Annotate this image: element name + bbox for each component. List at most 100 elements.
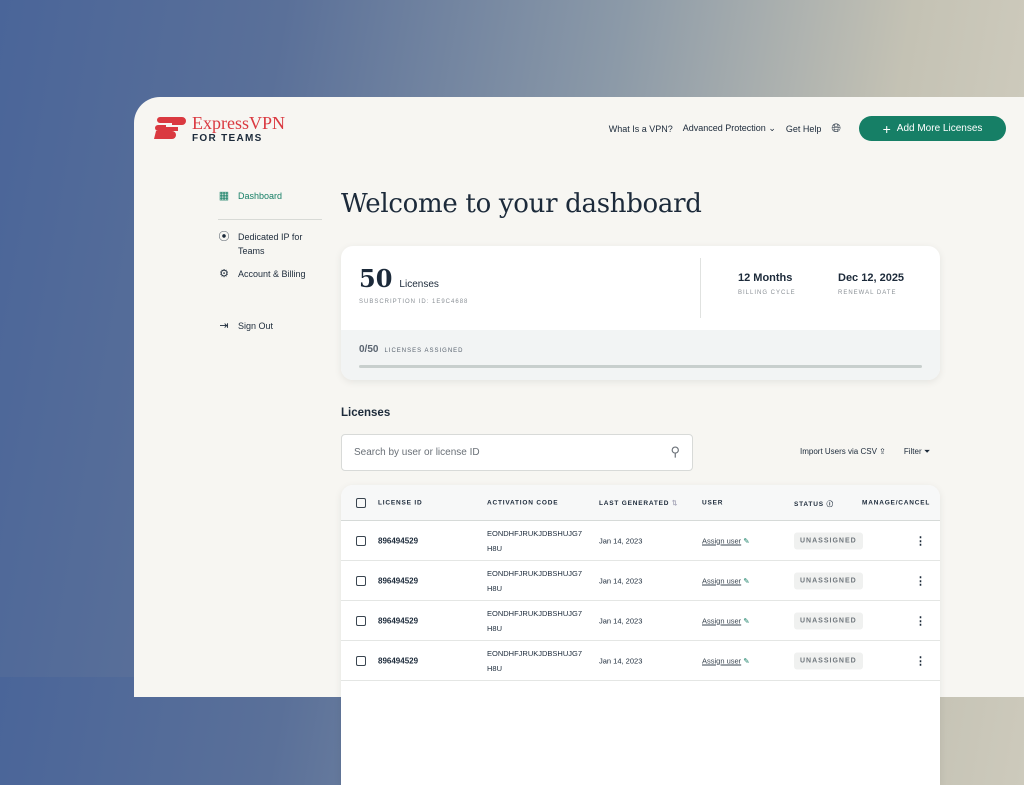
sidebar-item-dashboard[interactable]: ▦ Dashboard	[218, 189, 322, 203]
license-count: 50	[359, 264, 393, 293]
code-line: H8U	[487, 623, 503, 633]
search-placeholder: Search by user or license ID	[354, 447, 480, 458]
assign-user-link[interactable]: Assign user ✎	[702, 536, 750, 545]
divider	[218, 219, 322, 220]
assign-user-link[interactable]: Assign user ✎	[702, 656, 750, 665]
licenses-assigned-section: 0/50 LICENSES ASSIGNED	[341, 330, 940, 380]
table-row: 896494529 EONDHFJRUKJDBSHUJG7 H8U Jan 14,…	[341, 601, 940, 641]
status-badge: UNASSIGNED	[794, 572, 863, 589]
billing-cycle-value: 12 Months	[738, 272, 793, 284]
code-line: EONDHFJRUKJDBSHUJG7	[487, 568, 583, 578]
nav-get-help[interactable]: Get Help	[785, 123, 822, 134]
add-more-licenses-button[interactable]: + Add More Licenses	[859, 116, 1006, 141]
col-last-generated[interactable]: LAST GENERATED ⇅	[599, 499, 678, 507]
col-user: USER	[702, 499, 724, 506]
import-csv-button[interactable]: Import Users via CSV ⇪	[800, 447, 886, 457]
location-pin-icon: ⦿	[218, 231, 230, 243]
code-line: H8U	[487, 543, 503, 553]
licenses-heading: Licenses	[341, 407, 391, 419]
nav-what-is-vpn[interactable]: What Is a VPN?	[608, 123, 673, 134]
renewal-date-label: RENEWAL DATE	[838, 290, 897, 296]
col-manage-cancel: MANAGE/CANCEL	[862, 499, 931, 506]
more-options-icon[interactable]: ⋮	[915, 615, 926, 627]
page-title: Welcome to your dashboard	[341, 189, 702, 219]
assigned-label: LICENSES ASSIGNED	[384, 348, 464, 354]
brand-sub: FOR TEAMS	[192, 133, 263, 144]
search-icon: ⚲	[670, 444, 680, 459]
license-id: 896494529	[378, 616, 419, 625]
row-checkbox[interactable]	[356, 615, 366, 626]
row-checkbox[interactable]	[356, 655, 366, 666]
table-row: 896494529 EONDHFJRUKJDBSHUJG7 H8U Jan 14,…	[341, 641, 940, 681]
sidebar-item-account-billing[interactable]: ⚙ Account & Billing	[218, 267, 322, 281]
search-input[interactable]: Search by user or license ID ⚲	[341, 434, 693, 471]
col-status: STATUS ⓘ	[794, 498, 834, 508]
license-id: 896494529	[378, 536, 419, 545]
last-generated: Jan 14, 2023	[599, 616, 643, 625]
assign-user-label: Assign user	[702, 616, 742, 625]
table-row: 896494529 EONDHFJRUKJDBSHUJG7 H8U Jan 14,…	[341, 561, 940, 601]
more-options-icon[interactable]: ⋮	[915, 575, 926, 587]
last-generated: Jan 14, 2023	[599, 536, 643, 545]
activation-code: EONDHFJRUKJDBSHUJG7 H8U	[487, 606, 582, 636]
col-activation-code: ACTIVATION CODE	[487, 499, 559, 506]
status-badge: UNASSIGNED	[794, 532, 863, 549]
plus-icon: +	[882, 120, 891, 137]
filter-icon: ⏷	[923, 447, 931, 456]
sidebar: ▦ Dashboard ⦿ Dedicated IP for Teams ⚙ Acco…	[218, 189, 322, 333]
chevron-down-icon: ⌄	[768, 123, 776, 133]
upload-icon: ⇪	[879, 447, 886, 456]
globe-icon[interactable]: 🌐︎	[831, 121, 841, 135]
assign-user-label: Assign user	[702, 576, 742, 585]
sort-icon: ⇅	[671, 499, 679, 507]
button-label: Add More Licenses	[896, 123, 983, 134]
sidebar-item-dedicated-ip[interactable]: ⦿ Dedicated IP for Teams	[218, 230, 322, 258]
status-badge: UNASSIGNED	[794, 612, 863, 629]
license-count-label: Licenses	[399, 279, 439, 290]
activation-code: EONDHFJRUKJDBSHUJG7 H8U	[487, 566, 582, 596]
filter-button[interactable]: Filter ⏷	[904, 447, 930, 457]
sidebar-label: Account & Billing	[238, 269, 306, 279]
info-icon[interactable]: ⓘ	[826, 500, 834, 508]
status-badge: UNASSIGNED	[794, 652, 863, 669]
row-checkbox[interactable]	[356, 535, 366, 546]
divider	[700, 258, 701, 318]
col-label: STATUS	[794, 500, 824, 508]
import-label: Import Users via CSV	[800, 447, 877, 456]
activation-code: EONDHFJRUKJDBSHUJG7 H8U	[487, 526, 582, 556]
assigned-count: 0/50	[359, 344, 379, 355]
assign-user-link[interactable]: Assign user ✎	[702, 576, 750, 585]
row-checkbox[interactable]	[356, 575, 366, 586]
edit-icon: ✎	[743, 536, 750, 545]
more-options-icon[interactable]: ⋮	[915, 535, 926, 547]
billing-cycle-label: BILLING CYCLE	[738, 290, 796, 296]
code-line: H8U	[487, 583, 503, 593]
nav-advanced-protection[interactable]: Advanced Protection ⌄	[683, 123, 776, 134]
grid-icon: ▦	[218, 190, 230, 202]
more-options-icon[interactable]: ⋮	[915, 655, 926, 667]
assigned-progress-bar	[359, 365, 922, 368]
logo[interactable]: ExpressVPN FOR TEAMS	[152, 113, 285, 144]
sidebar-label: Sign Out	[238, 321, 274, 331]
select-all-checkbox[interactable]	[356, 497, 366, 508]
col-label: LAST GENERATED	[599, 499, 670, 507]
edit-icon: ✎	[743, 616, 750, 625]
code-line: EONDHFJRUKJDBSHUJG7	[487, 608, 583, 618]
sidebar-label: Dedicated IP for Teams	[238, 232, 303, 256]
table-header: LICENSE ID ACTIVATION CODE LAST GENERATE…	[341, 485, 940, 521]
table-tools: Import Users via CSV ⇪ Filter ⏷	[800, 447, 930, 457]
renewal-date-value: Dec 12, 2025	[838, 272, 905, 284]
brand-name: ExpressVPN	[192, 113, 285, 133]
filter-label: Filter	[903, 447, 922, 456]
last-generated: Jan 14, 2023	[599, 656, 643, 665]
activation-code: EONDHFJRUKJDBSHUJG7 H8U	[487, 646, 582, 676]
nav-label: Advanced Protection	[682, 123, 766, 133]
sidebar-item-sign-out[interactable]: ⇥ Sign Out	[218, 319, 322, 333]
sign-out-icon: ⇥	[219, 320, 229, 332]
top-nav: What Is a VPN? Advanced Protection ⌄ Get…	[609, 116, 1006, 141]
assign-user-link[interactable]: Assign user ✎	[702, 616, 750, 625]
license-id: 896494529	[378, 576, 419, 585]
expressvpn-logo-icon	[154, 117, 186, 139]
app-window: ExpressVPN FOR TEAMS What Is a VPN? Adva…	[134, 97, 1024, 785]
gear-icon: ⚙	[219, 268, 229, 280]
